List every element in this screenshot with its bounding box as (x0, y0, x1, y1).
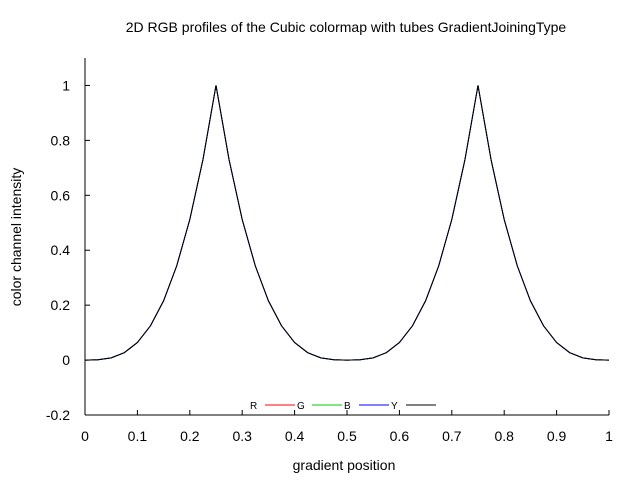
y-tick-label: -0.2 (46, 407, 70, 423)
x-axis-label: gradient position (293, 457, 396, 473)
legend-label-g: G (297, 401, 305, 412)
y-axis-label: color channel intensity (8, 168, 24, 307)
y-tick-label: 1 (62, 77, 70, 93)
series-line-g (84, 85, 610, 361)
y-tick-label: 0.6 (51, 187, 71, 203)
x-tick-label: 0 (81, 428, 89, 444)
x-tick-label: 0.7 (442, 428, 462, 444)
series-layer (84, 85, 610, 361)
series-line-b (84, 85, 610, 361)
legend-label-b: B (344, 401, 351, 412)
y-tick-label: 0 (62, 352, 70, 368)
x-tick-label: 0.6 (390, 428, 410, 444)
x-tick-label: 0.9 (547, 428, 567, 444)
x-tick-label: 1 (605, 428, 613, 444)
y-tick-label: 0.8 (51, 132, 71, 148)
y-tick-label: 0.4 (51, 242, 71, 258)
x-tick-label: 0.8 (494, 428, 514, 444)
axes: 0 0.1 0.2 0.3 0.4 0.5 0.6 0.7 0.8 0.9 1 -0.2 0 0.2 0.4… (46, 58, 613, 444)
y-tick-label: 0.2 (51, 297, 71, 313)
x-tick-label: 0.2 (180, 428, 200, 444)
x-tick-label: 0.5 (337, 428, 357, 444)
x-tick-label: 0.3 (232, 428, 252, 444)
legend-label-r: R (250, 401, 257, 412)
legend-label-y: Y (391, 401, 398, 412)
series-line-y (84, 85, 610, 361)
chart-title: 2D RGB profiles of the Cubic colormap wi… (126, 19, 567, 35)
x-tick-label: 0.4 (285, 428, 305, 444)
x-tick-label: 0.1 (128, 428, 148, 444)
series-line-r (84, 85, 610, 361)
